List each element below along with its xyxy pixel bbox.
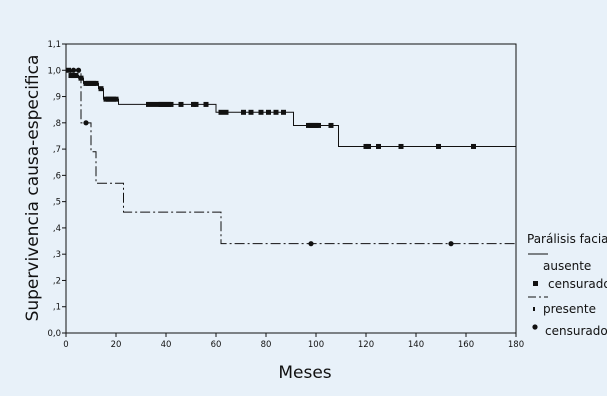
x-tick-label: 180 [508, 340, 524, 350]
y-tick-label: ,1 [53, 303, 61, 313]
censor-marker-ausente [193, 101, 199, 107]
censor-marker-ausente [98, 86, 104, 92]
censor-marker-ausente [66, 67, 71, 73]
censor-marker-ausente [398, 143, 404, 149]
censor-marker-ausente [366, 143, 371, 149]
censor-marker-ausente [151, 101, 156, 107]
legend-presente-censor-marker [532, 324, 538, 330]
x-tick-label: 120 [358, 340, 374, 350]
series-line-presente [66, 69, 516, 245]
y-axis-title: Supervivencia causa-especifica [23, 55, 43, 322]
y-tick-label: 1,1 [47, 40, 61, 50]
censor-marker-ausente [328, 122, 334, 128]
series-layer [66, 69, 516, 245]
x-tick-label: 20 [111, 340, 122, 350]
x-tick-label: 100 [308, 340, 324, 350]
y-axis: 0,0 ,1 ,2 ,3 ,4 ,5 ,6 ,7 ,8 ,9 1,0 1,1 [47, 40, 66, 339]
x-axis-title: Meses [278, 363, 331, 383]
censor-marker-ausente [471, 143, 476, 149]
censor-marker-presente [83, 120, 89, 126]
y-tick-label: ,6 [53, 171, 61, 181]
legend-ausente-label: ausente [543, 259, 591, 273]
censor-marker-ausente [376, 143, 381, 149]
censor-marker-ausente [113, 96, 119, 102]
censor-marker-ausente [78, 75, 84, 81]
censor-marker-presente [448, 241, 454, 247]
censor-marker-ausente [168, 101, 174, 107]
censor-marker-ausente [248, 109, 254, 115]
legend: Parálisis facia ausente censurado presen… [527, 232, 607, 338]
censor-marker-ausente [203, 101, 209, 107]
x-axis: 0 20 40 60 80 100 120 140 160 180 [63, 333, 524, 350]
plot-frame [65, 43, 517, 334]
y-tick-label: ,4 [53, 224, 61, 234]
censor-marker-ausente [218, 109, 224, 115]
censor-marker-presente [308, 241, 314, 247]
censor-marker-ausente [316, 122, 321, 128]
x-tick-label: 40 [161, 340, 172, 350]
y-tick-label: ,2 [53, 276, 61, 286]
censor-marker-ausente [178, 101, 184, 107]
legend-ausente-censor-marker [533, 281, 538, 286]
y-tick-label: ,3 [53, 250, 61, 260]
y-tick-label: 0,0 [47, 329, 61, 339]
censor-marker-ausente [258, 109, 264, 115]
y-tick-label: ,9 [53, 93, 61, 103]
censor-marker-ausente [146, 101, 151, 107]
legend-ausente-censor-label: censurado [548, 277, 607, 291]
censor-marker-ausente [73, 73, 79, 79]
legend-title: Parálisis facia [527, 232, 607, 246]
legend-presente-tick [533, 307, 535, 311]
x-tick-label: 160 [458, 340, 474, 350]
y-tick-label: ,7 [53, 145, 61, 155]
y-tick-label: ,5 [53, 198, 61, 208]
x-tick-label: 0 [63, 340, 68, 350]
x-tick-label: 80 [261, 340, 272, 350]
legend-presente-label: presente [543, 302, 596, 316]
x-tick-label: 140 [408, 340, 424, 350]
censor-marks [66, 67, 476, 247]
y-tick-label: 1,0 [47, 66, 61, 76]
censor-marker-presente [75, 67, 82, 73]
censor-marker-ausente [241, 109, 246, 115]
censor-marker-ausente [273, 109, 279, 115]
y-tick-label: ,8 [53, 119, 61, 129]
censor-marker-ausente [223, 109, 229, 115]
censor-marker-presente [70, 67, 77, 73]
censor-marker-ausente [266, 109, 271, 115]
censor-marker-ausente [281, 109, 286, 115]
censor-marker-ausente [436, 143, 441, 149]
series-line-ausente [66, 69, 516, 147]
x-tick-label: 60 [211, 340, 222, 350]
censor-marker-ausente [93, 80, 99, 86]
legend-presente-censor-label: censurado [545, 324, 607, 338]
